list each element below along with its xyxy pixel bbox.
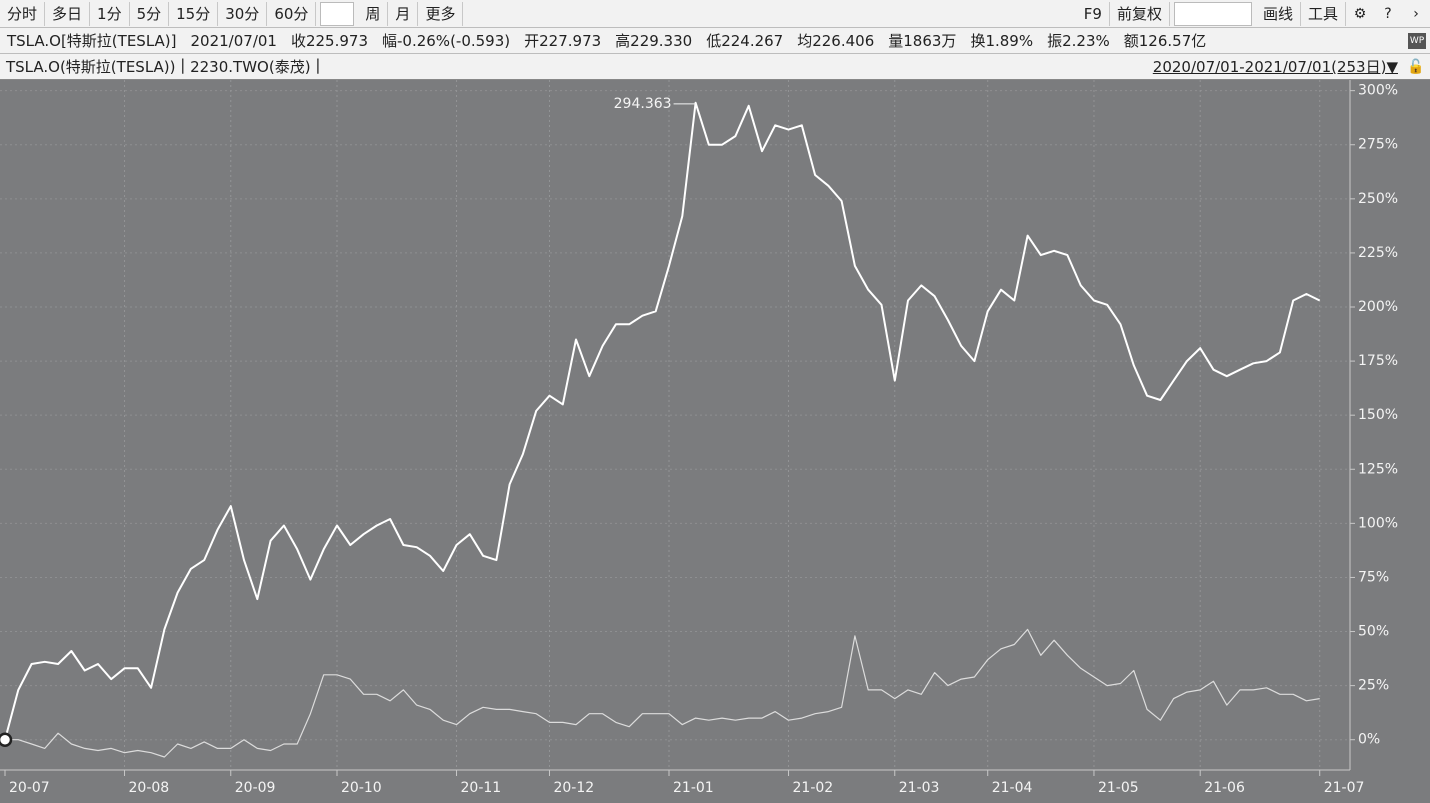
- y-tick-label: 0%: [1358, 732, 1380, 748]
- period-button[interactable]: 5分: [130, 1, 170, 26]
- x-tick-label: 20-12: [553, 780, 594, 796]
- quote-field: 振2.23%: [1047, 32, 1110, 50]
- x-tick-label: 20-09: [235, 780, 276, 796]
- max-label: 294.363: [614, 96, 672, 112]
- x-tick-label: 20-08: [129, 780, 170, 796]
- x-tick-label: 21-01: [673, 780, 714, 796]
- legend-entry[interactable]: TSLA.O(特斯拉(TESLA)): [6, 58, 176, 76]
- x-tick-label: 21-06: [1204, 780, 1245, 796]
- tool-button[interactable]: 画线: [1256, 1, 1301, 26]
- quote-field: 收225.973: [290, 32, 368, 50]
- legend-bar: TSLA.O(特斯拉(TESLA)) | 2230.TWO(泰茂) | 2020…: [0, 54, 1430, 80]
- quote-field: 均226.406: [797, 32, 875, 50]
- legend-separator: |: [175, 56, 191, 74]
- period-button[interactable]: 月: [388, 1, 419, 26]
- y-tick-label: 75%: [1358, 569, 1389, 585]
- lock-icon[interactable]: 🔓: [1407, 58, 1425, 75]
- y-tick-label: 25%: [1358, 678, 1389, 694]
- x-tick-label: 21-05: [1098, 780, 1139, 796]
- legend: TSLA.O(特斯拉(TESLA)) | 2230.TWO(泰茂) |: [6, 56, 325, 77]
- symbol: TSLA.O[特斯拉(TESLA)]: [7, 32, 177, 50]
- toolbar-icon[interactable]: ›: [1413, 5, 1419, 22]
- quote-field: 低224.267: [706, 32, 784, 50]
- y-tick-label: 175%: [1358, 353, 1398, 369]
- y-tick-label: 225%: [1358, 245, 1398, 261]
- quote-field: 高229.330: [615, 32, 693, 50]
- period-button[interactable]: 多日: [45, 1, 91, 26]
- tool-button[interactable]: F9: [1077, 1, 1110, 26]
- toolbar-icon[interactable]: ⚙: [1353, 5, 1367, 22]
- period-button[interactable]: 15分: [169, 1, 219, 26]
- toolbar-icon[interactable]: ?: [1384, 5, 1392, 22]
- y-tick-label: 100%: [1358, 515, 1398, 531]
- quote-field: 开227.973: [524, 32, 602, 50]
- period-button[interactable]: 周: [358, 1, 389, 26]
- legend-entry[interactable]: 2230.TWO(泰茂): [190, 58, 311, 76]
- x-tick-label: 21-07: [1324, 780, 1365, 796]
- quote-bar: TSLA.O[特斯拉(TESLA)] 2021/07/01 收225.973 幅-…: [0, 28, 1430, 54]
- wp-icon[interactable]: WP: [1408, 32, 1426, 49]
- period-button[interactable]: 分时: [0, 1, 46, 26]
- y-tick-label: 300%: [1358, 83, 1398, 99]
- toolbar-right: F9 前复权 画线 工具 ⚙? ›: [1077, 0, 1430, 27]
- x-tick-label: 20-07: [9, 780, 50, 796]
- y-tick-label: 275%: [1358, 137, 1398, 153]
- y-tick-label: 50%: [1358, 624, 1389, 640]
- y-tick-label: 150%: [1358, 407, 1398, 423]
- y-tick-label: 200%: [1358, 299, 1398, 315]
- period-button[interactable]: 60分: [267, 1, 317, 26]
- x-tick-label: 20-10: [341, 780, 382, 796]
- toolbar-left: 分时 多日 1分 5分 15分 30分 60分 周月更多: [0, 0, 464, 27]
- tool-button[interactable]: 工具: [1301, 1, 1346, 26]
- x-tick-label: 20-11: [461, 780, 502, 796]
- period-input[interactable]: [320, 1, 355, 26]
- date-range[interactable]: 2020/07/01-2021/07/01(253日)▼: [1152, 58, 1398, 76]
- x-tick-label: 21-04: [992, 780, 1033, 796]
- period-button[interactable]: 更多: [418, 1, 464, 26]
- quote-date: 2021/07/01: [190, 31, 277, 50]
- plot-area: [0, 80, 1350, 770]
- y-tick-label: 125%: [1358, 461, 1398, 477]
- chart: 0% 25% 50% 75% 100% 125% 150% 175% 200% 225% 250% 2…: [0, 80, 1398, 796]
- period-button[interactable]: 1分: [90, 1, 130, 26]
- quote-field: 额126.57亿: [1123, 32, 1207, 50]
- quote-field: 幅-0.26%(-0.593): [382, 32, 511, 50]
- period-toolbar: 分时 多日 1分 5分 15分 30分 60分 周月更多 F9 前复权 画线 工具 ⚙? ›: [0, 0, 1430, 28]
- series-line: [5, 628, 1320, 758]
- adjust-input[interactable]: [1173, 1, 1252, 26]
- x-tick-label: 21-02: [793, 780, 834, 796]
- y-tick-label: 250%: [1358, 191, 1398, 207]
- series-line: [4, 101, 1321, 740]
- quote-field: 量1863万: [888, 32, 957, 50]
- period-button[interactable]: 30分: [218, 1, 268, 26]
- x-tick-label: 21-03: [899, 780, 940, 796]
- quote-field: 换1.89%: [970, 32, 1034, 50]
- quote-fields: 收225.973 幅-0.26%(-0.593) 开227.973 高229.330 低…: [284, 30, 1213, 51]
- tool-button[interactable]: 前复权: [1110, 1, 1170, 26]
- start-marker: [0, 732, 13, 747]
- legend-separator: |: [310, 56, 326, 74]
